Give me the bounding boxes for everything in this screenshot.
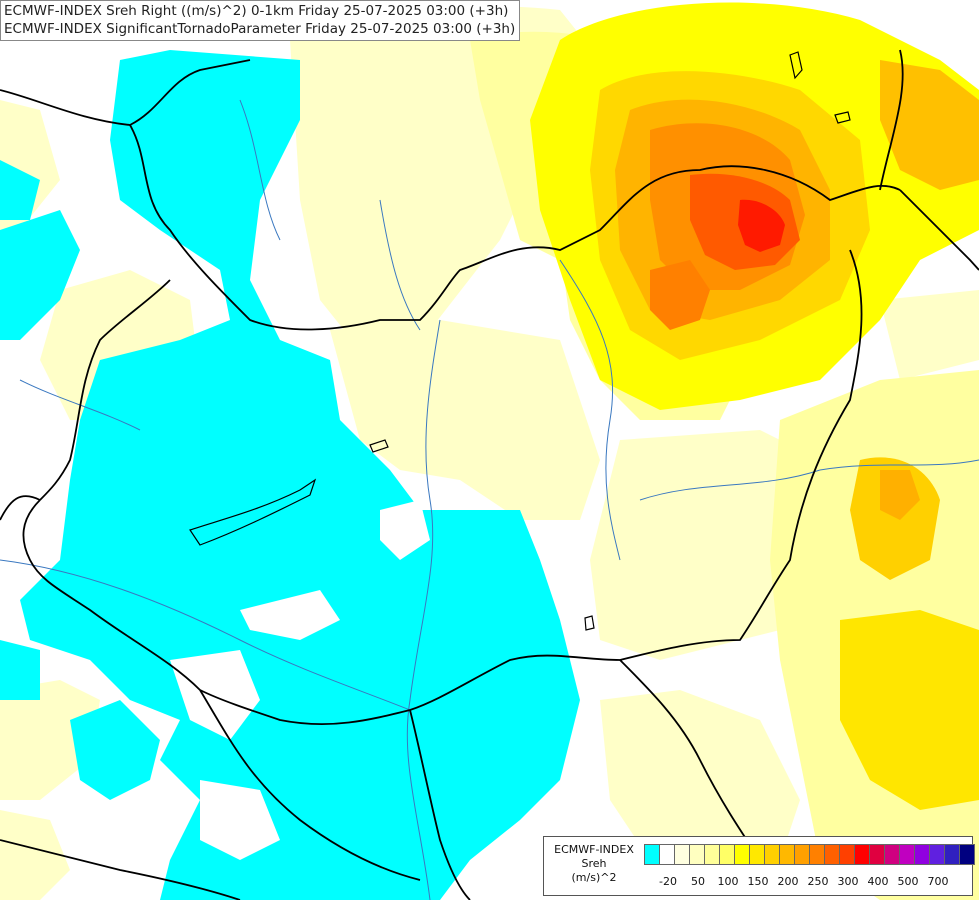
map-title-box: ECMWF-INDEX Sreh Right ((m/s)^2) 0-1km F… [0,0,521,41]
legend-tick-label: -20 [659,875,677,888]
legend-tick-label: 700 [927,875,949,888]
country-borders [0,49,979,900]
legend-label-line-2: Sreh [581,857,607,870]
map-title-line-1: ECMWF-INDEX Sreh Right ((m/s)^2) 0-1km F… [4,3,509,19]
legend-swatch [674,844,690,865]
legend-label-line-3: (m/s)^2 [571,871,617,884]
legend-tick-label: 100 [717,875,739,888]
legend-swatch [914,844,930,865]
legend-swatch [854,844,870,865]
legend-swatch [644,844,660,865]
legend-tick-label: 250 [807,875,829,888]
legend-swatch [749,844,765,865]
legend-swatch [764,844,780,865]
legend-swatch [704,844,720,865]
cyan-region [0,50,580,900]
legend-swatch [899,844,915,865]
legend-swatch [824,844,840,865]
white-holes [170,500,430,860]
legend-label-line-1: ECMWF-INDEX [554,843,634,856]
legend-swatch [794,844,810,865]
legend-swatch [809,844,825,865]
legend-swatch [959,844,975,865]
color-legend: ECMWF-INDEX Sreh (m/s)^2 -20 50 100 150 200 2… [543,836,975,896]
legend-tick-label: 400 [867,875,889,888]
legend-tick-label: 50 [691,875,705,888]
legend-swatch [734,844,750,865]
legend-tick-label: 150 [747,875,769,888]
lakes [189,51,851,631]
legend-swatch [659,844,675,865]
yellow-core [530,2,979,810]
legend-swatch [869,844,885,865]
pale-yellow-field [0,6,979,900]
legend-swatches [644,844,975,865]
map-title-line-2: ECMWF-INDEX SignificantTornadoParameter … [4,21,516,37]
legend-tick-label: 200 [777,875,799,888]
legend-swatch [689,844,705,865]
legend-tick-label: 500 [897,875,919,888]
legend-swatch [719,844,735,865]
legend-label: ECMWF-INDEX Sreh (m/s)^2 [548,843,640,885]
legend-swatch [779,844,795,865]
legend-swatch [884,844,900,865]
legend-swatch [929,844,945,865]
legend-swatch [839,844,855,865]
legend-tick-label: 300 [837,875,859,888]
legend-swatch [944,844,960,865]
legend-ticks: -20 50 100 150 200 250 300 400 500 700 [645,875,965,891]
